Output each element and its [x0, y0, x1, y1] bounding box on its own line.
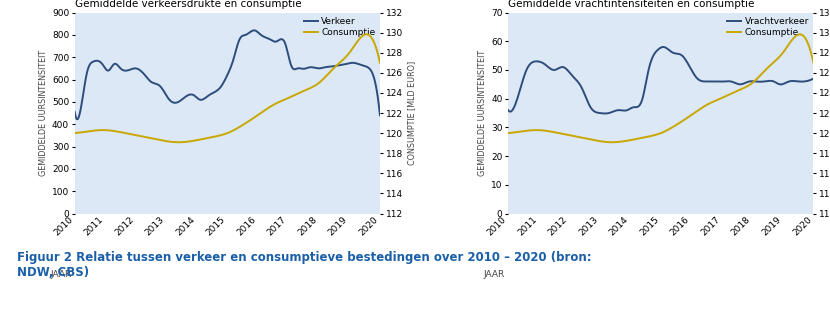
Text: Gemiddelde vrachtintensiteiten en consumptie: Gemiddelde vrachtintensiteiten en consum… — [508, 0, 754, 9]
Legend: Vrachtverkeer, Consumptie: Vrachtverkeer, Consumptie — [727, 17, 809, 37]
Text: Gemiddelde verkeersdrukte en consumptie: Gemiddelde verkeersdrukte en consumptie — [75, 0, 301, 9]
Text: JAAR: JAAR — [484, 270, 505, 279]
Y-axis label: CONSUMPTIE [MLD EURO]: CONSUMPTIE [MLD EURO] — [407, 61, 416, 165]
Y-axis label: GEMIDDELDE UURSINTENSITEIT: GEMIDDELDE UURSINTENSITEIT — [39, 50, 48, 176]
Y-axis label: GEMIDDELDE UURSINTENSITEIT: GEMIDDELDE UURSINTENSITEIT — [478, 50, 487, 176]
Text: JAAR: JAAR — [51, 270, 71, 279]
Text: Figuur 2 Relatie tussen verkeer en consumptieve bestedingen over 2010 – 2020 (br: Figuur 2 Relatie tussen verkeer en consu… — [17, 251, 591, 279]
Legend: Verkeer, Consumptie: Verkeer, Consumptie — [304, 17, 375, 37]
